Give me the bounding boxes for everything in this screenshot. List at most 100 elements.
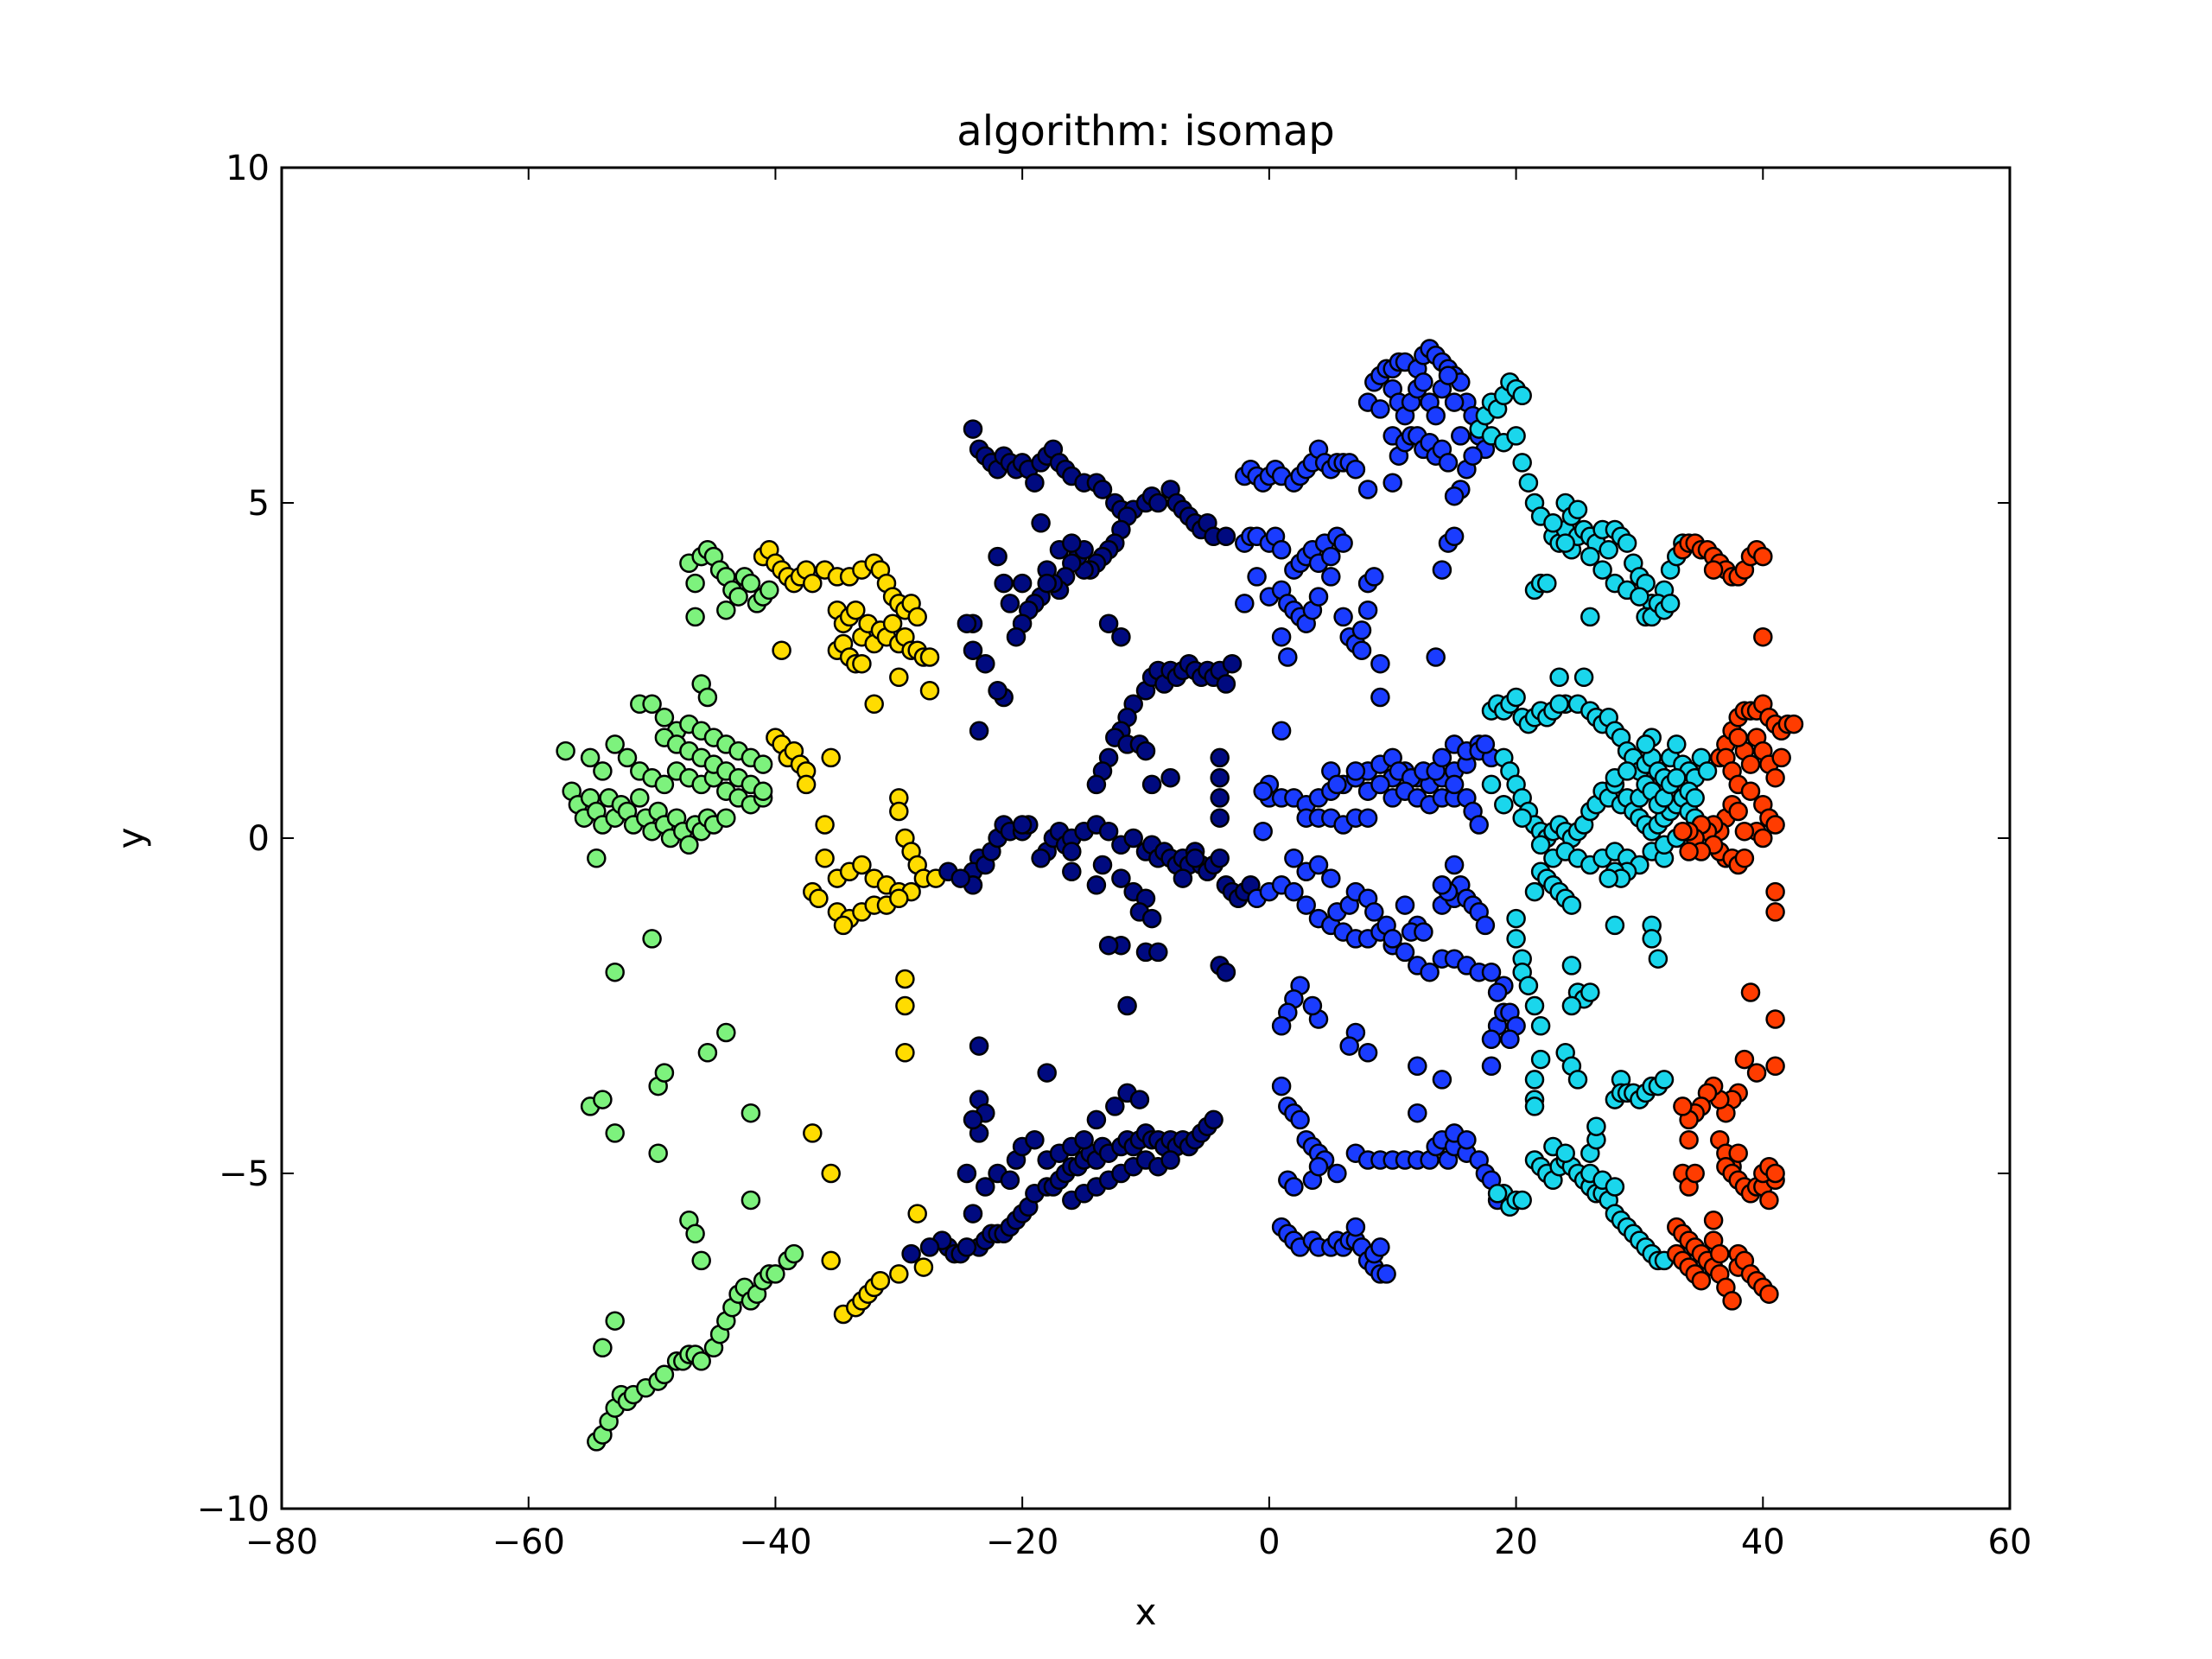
scatter-point-blue — [1438, 453, 1459, 473]
scatter-point-yellow — [870, 1270, 891, 1291]
scatter-point-yellow — [821, 747, 841, 768]
scatter-point-navy — [1210, 849, 1230, 868]
scatter-point-orange — [1691, 1270, 1712, 1291]
x-tick-label: 0 — [1258, 1522, 1280, 1562]
scatter-point-green — [741, 1190, 761, 1211]
scatter-point-yellow — [919, 681, 940, 701]
points-layer — [556, 339, 1804, 1452]
scatter-point-blue — [1444, 486, 1465, 506]
scatter-point-yellow — [889, 888, 909, 909]
scatter-point-cyan — [1524, 881, 1545, 902]
scatter-point-blue — [1426, 405, 1446, 426]
scatter-point-green — [654, 774, 675, 795]
scatter-point-green — [593, 1338, 613, 1358]
scatter-point-green — [728, 587, 748, 607]
scatter-point-blue — [1357, 808, 1378, 828]
scatter-point-blue — [1481, 962, 1502, 982]
scatter-point-navy — [1173, 868, 1193, 888]
scatter-point-yellow — [809, 888, 829, 909]
scatter-point-blue — [1302, 995, 1323, 1016]
scatter-point-navy — [1148, 493, 1168, 513]
scatter-point-blue — [1327, 1163, 1347, 1184]
scatter-point-blue — [1475, 734, 1496, 754]
scatter-point-orange — [1753, 626, 1773, 647]
scatter-point-blue — [1271, 540, 1292, 560]
scatter-point-blue — [1351, 640, 1372, 660]
scatter-point-blue — [1364, 902, 1384, 922]
scatter-point-cyan — [1549, 667, 1569, 688]
scatter-point-yellow — [895, 969, 915, 989]
scatter-point-navy — [1037, 573, 1057, 594]
scatter-point-cyan — [1530, 1016, 1551, 1036]
scatter-point-green — [654, 1063, 675, 1083]
scatter-point-cyan — [1524, 1070, 1545, 1090]
scatter-point-green — [753, 754, 773, 774]
scatter-point-green — [716, 808, 736, 828]
scatter-point-navy — [1062, 533, 1082, 553]
scatter-point-navy — [1123, 828, 1143, 849]
scatter-point-green — [593, 761, 613, 781]
chart-title: algorithm: isomap — [957, 107, 1334, 156]
scatter-point-orange — [1753, 546, 1773, 567]
scatter-point-orange — [1765, 881, 1785, 902]
scatter-point-navy — [1210, 788, 1230, 808]
scatter-point-yellow — [815, 849, 835, 868]
scatter-point-navy — [1074, 1129, 1094, 1150]
scatter-point-blue — [1376, 1264, 1396, 1284]
scatter-point-yellow — [907, 1204, 927, 1224]
scatter-point-orange — [1740, 781, 1761, 801]
scatter-point-navy — [1000, 594, 1020, 613]
scatter-point-cyan — [1530, 1049, 1551, 1070]
scatter-point-navy — [969, 721, 989, 741]
scatter-point-blue — [1308, 587, 1329, 607]
scatter-point-yellow — [796, 774, 817, 795]
scatter-point-blue — [1395, 942, 1415, 963]
scatter-point-navy — [919, 1237, 940, 1257]
scatter-point-blue — [1247, 567, 1267, 587]
scatter-point-cyan — [1667, 734, 1687, 754]
scatter-point-green — [630, 788, 650, 808]
scatter-point-cyan — [1599, 868, 1618, 888]
scatter-point-navy — [1086, 1109, 1107, 1130]
x-tick-label: 60 — [1988, 1522, 2032, 1562]
x-tick-label: −20 — [986, 1522, 1058, 1562]
scatter-point-cyan — [1512, 1190, 1532, 1211]
y-tick-label: −5 — [219, 1154, 270, 1194]
scatter-point-green — [679, 835, 699, 855]
scatter-point-navy — [957, 1237, 977, 1257]
y-axis-title: y — [110, 828, 152, 849]
scatter-point-cyan — [1567, 499, 1588, 520]
scatter-point-green — [741, 1103, 761, 1123]
scatter-point-yellow — [852, 653, 872, 674]
scatter-point-navy — [1086, 774, 1107, 795]
scatter-point-navy — [1037, 1063, 1057, 1083]
scatter-point-yellow — [889, 667, 909, 688]
scatter-point-yellow — [803, 1123, 823, 1143]
scatter-point-yellow — [882, 613, 903, 633]
scatter-point-navy — [1012, 815, 1033, 835]
scatter-point-blue — [1438, 365, 1459, 385]
scatter-point-navy — [1031, 849, 1051, 868]
scatter-point-orange — [1765, 1056, 1785, 1077]
scatter-point-blue — [1475, 915, 1496, 936]
scatter-point-cyan — [1580, 546, 1600, 567]
scatter-point-yellow — [895, 1043, 915, 1063]
scatter-point-green — [593, 1090, 613, 1109]
scatter-point-orange — [1753, 828, 1773, 849]
scatter-point-orange — [1765, 1163, 1785, 1184]
scatter-point-cyan — [1642, 929, 1662, 949]
scatter-point-blue — [1370, 687, 1390, 708]
scatter-point-green — [784, 1243, 804, 1264]
scatter-point-blue — [1308, 855, 1329, 875]
scatter-point-cyan — [1599, 540, 1618, 560]
scatter-point-blue — [1271, 721, 1292, 741]
scatter-point-navy — [1216, 526, 1236, 547]
scatter-point-blue — [1345, 761, 1366, 781]
scatter-point-blue — [1481, 1029, 1502, 1050]
scatter-point-blue — [1444, 774, 1465, 795]
ticks-layer: −80 −60 −40 −20 0 20 40 60 −10 −5 0 5 10 — [197, 149, 2032, 1562]
scatter-point-cyan — [1530, 835, 1551, 855]
scatter-point-cyan — [1586, 1116, 1606, 1136]
scatter-point-navy — [988, 681, 1007, 701]
scatter-point-navy — [1129, 1090, 1150, 1109]
